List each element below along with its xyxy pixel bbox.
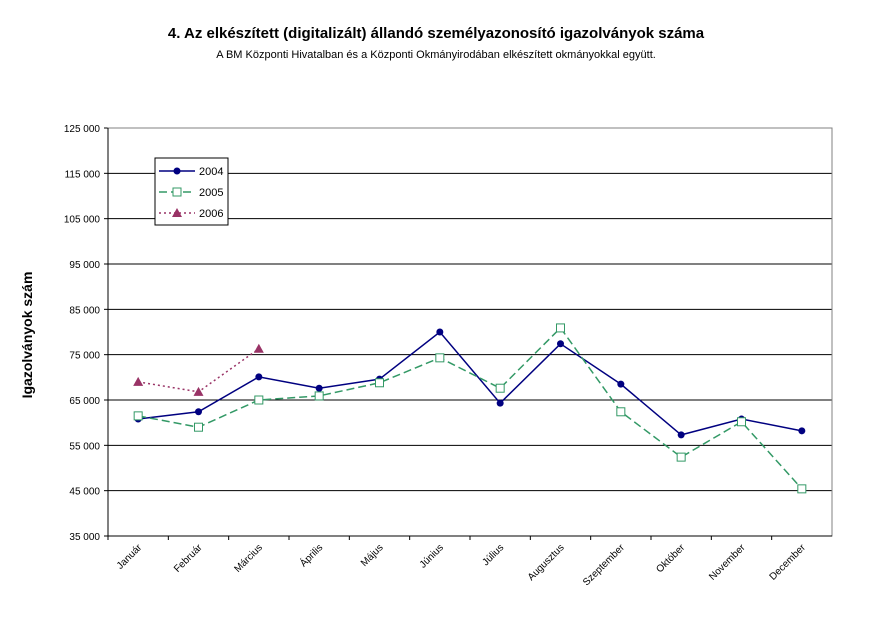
data-point <box>375 378 384 388</box>
y-tick-label: 45 000 <box>69 487 100 498</box>
series-line <box>138 330 802 436</box>
legend-label: 2004 <box>199 166 223 178</box>
y-tick-label: 65 000 <box>69 396 100 407</box>
data-point <box>194 422 203 432</box>
y-axis-label: Igazolványok szám <box>19 272 35 399</box>
data-point <box>133 411 143 421</box>
data-point <box>557 340 564 348</box>
legend-marker <box>173 167 181 175</box>
chart-title: 4. Az elkészített (digitalizált) állandó… <box>168 25 705 42</box>
data-point <box>254 395 264 405</box>
data-point <box>495 383 505 393</box>
legend-marker <box>172 208 182 217</box>
y-tick-label: 115 000 <box>65 169 101 180</box>
data-point <box>193 386 204 396</box>
data-point <box>253 343 264 353</box>
data-point <box>676 452 686 462</box>
data-point <box>798 427 806 435</box>
data-point <box>133 376 144 386</box>
data-point <box>255 373 263 381</box>
legend-label: 2006 <box>199 208 223 220</box>
data-point <box>436 328 444 336</box>
y-tick-label: 75 000 <box>69 351 100 362</box>
data-point <box>195 408 202 416</box>
data-point <box>556 323 565 333</box>
y-tick-label: 95 000 <box>69 260 100 271</box>
data-point <box>617 380 625 388</box>
data-point <box>314 391 324 401</box>
legend-label: 2005 <box>199 187 223 199</box>
data-point <box>677 431 685 439</box>
y-tick-label: 105 000 <box>64 215 101 226</box>
legend-box <box>154 157 229 226</box>
y-tick-label: 85 000 <box>69 305 100 316</box>
legend-marker <box>172 187 182 197</box>
data-point <box>797 484 807 494</box>
data-point <box>315 384 323 392</box>
y-tick-label: 35 000 <box>69 532 100 543</box>
data-point <box>435 353 445 363</box>
series-line <box>138 326 803 490</box>
y-tick-label: 55 000 <box>69 441 100 452</box>
data-point <box>496 399 504 407</box>
y-tick-label: 125 000 <box>64 124 101 135</box>
data-point <box>737 417 746 427</box>
data-point <box>616 407 626 417</box>
chart-subtitle: A BM Központi Hivatalban és a Központi O… <box>216 49 656 61</box>
